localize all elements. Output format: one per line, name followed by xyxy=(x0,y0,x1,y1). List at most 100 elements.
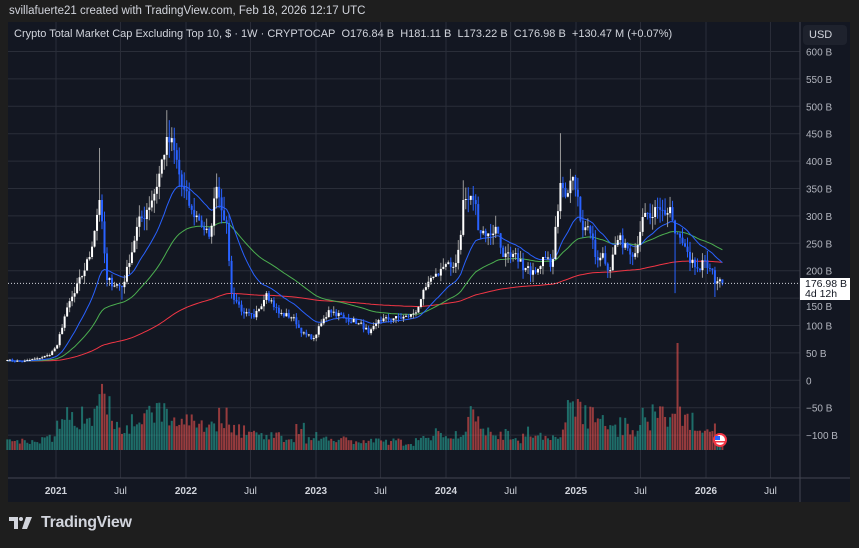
volume-bar xyxy=(158,402,161,450)
candle-body xyxy=(243,311,246,314)
flag-canton xyxy=(715,436,720,440)
volume-bar xyxy=(240,437,243,450)
candle-body xyxy=(654,207,657,217)
volume-bar xyxy=(135,424,138,450)
candle-body xyxy=(180,174,183,187)
volume-bar xyxy=(367,440,370,450)
volume-bar xyxy=(397,438,400,450)
candle-body xyxy=(53,348,56,352)
candle-body xyxy=(576,189,579,197)
volume-bar xyxy=(546,438,549,450)
volume-bar xyxy=(143,413,146,450)
candle-body xyxy=(220,197,223,211)
candle-body xyxy=(360,322,363,324)
candle-body xyxy=(698,268,701,271)
y-tick-label: 400 B xyxy=(806,157,832,168)
us-flag-icon[interactable] xyxy=(713,433,727,447)
candle-body xyxy=(292,317,295,319)
volume-bar xyxy=(86,418,89,450)
candle-body xyxy=(223,210,226,221)
candle-body xyxy=(205,228,208,230)
candle-body xyxy=(200,220,203,227)
candle-body xyxy=(340,313,343,315)
currency-button[interactable]: USD xyxy=(803,25,847,45)
candle-body xyxy=(711,268,714,271)
candle-body xyxy=(629,248,632,255)
candle-body xyxy=(16,360,19,362)
volume-bar xyxy=(103,393,106,450)
volume-bar xyxy=(350,440,353,450)
volume-bar xyxy=(499,431,502,450)
candle-body xyxy=(145,209,148,220)
candle-body xyxy=(586,226,589,228)
candle-body xyxy=(502,247,505,257)
volume-bar xyxy=(282,442,285,450)
candle-body xyxy=(419,299,422,307)
volume-bar xyxy=(644,417,647,450)
volume-bar xyxy=(502,439,505,450)
candle-body xyxy=(616,240,619,246)
y-tick-label: 0 xyxy=(806,376,812,387)
candle-body xyxy=(442,266,445,269)
candle-body xyxy=(105,253,108,281)
volume-bar xyxy=(429,440,432,450)
volume-bar xyxy=(395,440,398,450)
volume-bar xyxy=(399,439,402,450)
volume-bar xyxy=(248,431,251,450)
volume-bar xyxy=(123,432,126,450)
volume-bar xyxy=(477,416,480,450)
volume-bar xyxy=(297,434,300,450)
volume-bar xyxy=(342,436,345,450)
volume-bar xyxy=(18,443,21,450)
volume-bar xyxy=(215,431,218,450)
volume-bar xyxy=(277,432,280,450)
candle-body xyxy=(233,293,236,300)
volume-bar xyxy=(170,420,173,450)
candle-body xyxy=(230,260,233,294)
candle-body xyxy=(307,334,310,336)
volume-bar xyxy=(193,420,196,450)
volume-bar xyxy=(619,417,622,450)
volume-bar xyxy=(235,435,238,450)
candle-body xyxy=(6,360,9,362)
x-tick-label: Jul xyxy=(504,486,517,497)
candle-body xyxy=(671,207,674,221)
candle-body xyxy=(93,230,96,247)
chart-panel[interactable] xyxy=(8,22,850,502)
volume-bar xyxy=(551,435,554,450)
volume-bar xyxy=(634,436,637,450)
candle-body xyxy=(579,196,582,221)
candle-body xyxy=(571,176,574,181)
candle-body xyxy=(497,226,500,234)
volume-bar xyxy=(489,431,492,450)
volume-bar xyxy=(272,437,275,450)
logo-text: TradingView xyxy=(41,514,132,531)
volume-bar xyxy=(524,436,527,450)
candle-body xyxy=(522,259,525,271)
candle-body xyxy=(549,257,552,267)
candle-body xyxy=(41,357,44,359)
candle-body xyxy=(439,268,442,276)
volume-bar xyxy=(8,439,11,450)
volume-bar xyxy=(574,416,577,450)
volume-bar xyxy=(98,394,101,450)
candle-body xyxy=(101,200,104,222)
candle-body xyxy=(477,204,480,231)
volume-bar xyxy=(13,441,16,450)
candle-body xyxy=(370,329,373,334)
candle-body xyxy=(372,326,375,330)
candle-body xyxy=(432,276,435,278)
moving-average-slow xyxy=(7,260,723,362)
candle-body xyxy=(135,226,138,241)
volume-bar xyxy=(467,416,470,450)
candle-body xyxy=(606,263,609,271)
volume-bar xyxy=(661,406,664,450)
volume-bar xyxy=(76,427,79,450)
candle-body xyxy=(255,310,258,318)
tradingview-logo[interactable]: TradingView xyxy=(9,514,132,532)
candle-body xyxy=(546,257,549,259)
volume-bar xyxy=(365,442,368,450)
volume-bar xyxy=(616,436,619,450)
candle-body xyxy=(708,268,711,270)
